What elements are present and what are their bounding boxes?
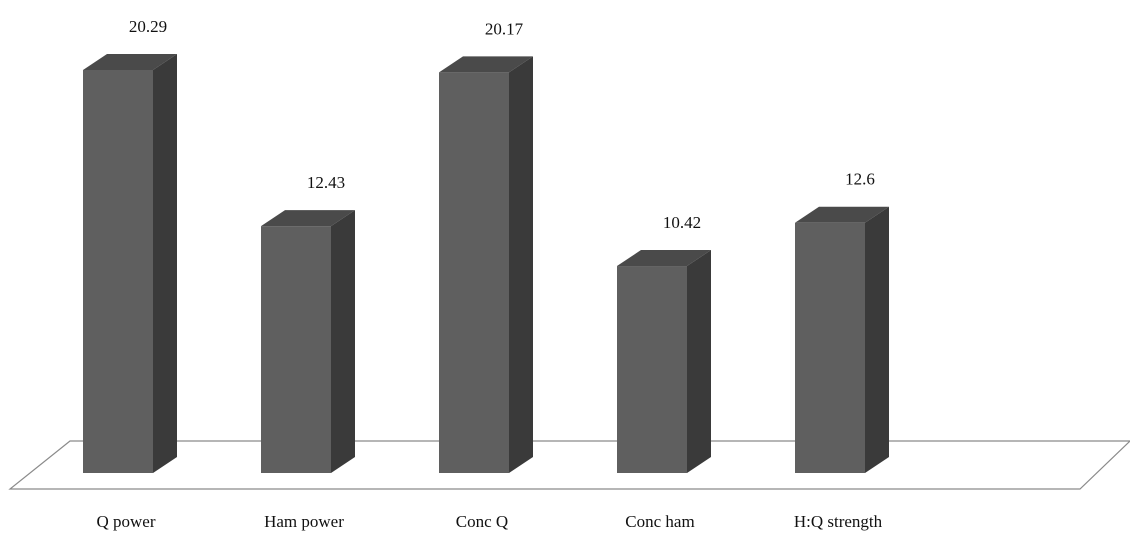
bar-2 [261, 210, 355, 473]
bar-top-face [439, 56, 533, 73]
bar-top-face [261, 210, 355, 227]
bars-group [83, 54, 889, 474]
category-labels-group: Q power Ham power Conc Q Conc ham H:Q streng… [96, 512, 882, 531]
bar-front-face [261, 226, 331, 473]
category-label-5: H:Q strength [794, 512, 883, 531]
bar-front-face [83, 70, 153, 473]
value-label-2: 12.43 [307, 173, 345, 192]
bar-front-face [795, 222, 865, 473]
bar-3 [439, 56, 533, 474]
bar-1 [83, 54, 177, 473]
bar-4 [617, 250, 711, 473]
value-label-4: 10.42 [663, 213, 701, 232]
bar-side-face [687, 250, 711, 473]
category-label-1: Q power [96, 512, 155, 531]
bar-side-face [865, 206, 889, 474]
category-label-4: Conc ham [625, 512, 694, 531]
value-label-1: 20.29 [129, 17, 167, 36]
bar-top-face [617, 250, 711, 267]
bar-top-face [83, 54, 177, 70]
bar-front-face [617, 266, 687, 473]
value-labels-group: 20.29 12.43 20.17 10.42 12.6 [129, 17, 875, 232]
value-label-3: 20.17 [485, 19, 524, 38]
bar-side-face [153, 54, 177, 473]
category-label-3: Conc Q [456, 512, 508, 531]
chart-floor [8, 440, 1130, 490]
value-label-5: 12.6 [845, 170, 875, 189]
category-label-2: Ham power [264, 512, 344, 531]
bar-front-face [439, 72, 509, 474]
bar-side-face [331, 210, 355, 473]
bar-5 [795, 206, 889, 474]
bar-top-face [795, 206, 889, 223]
bar-side-face [509, 56, 533, 473]
